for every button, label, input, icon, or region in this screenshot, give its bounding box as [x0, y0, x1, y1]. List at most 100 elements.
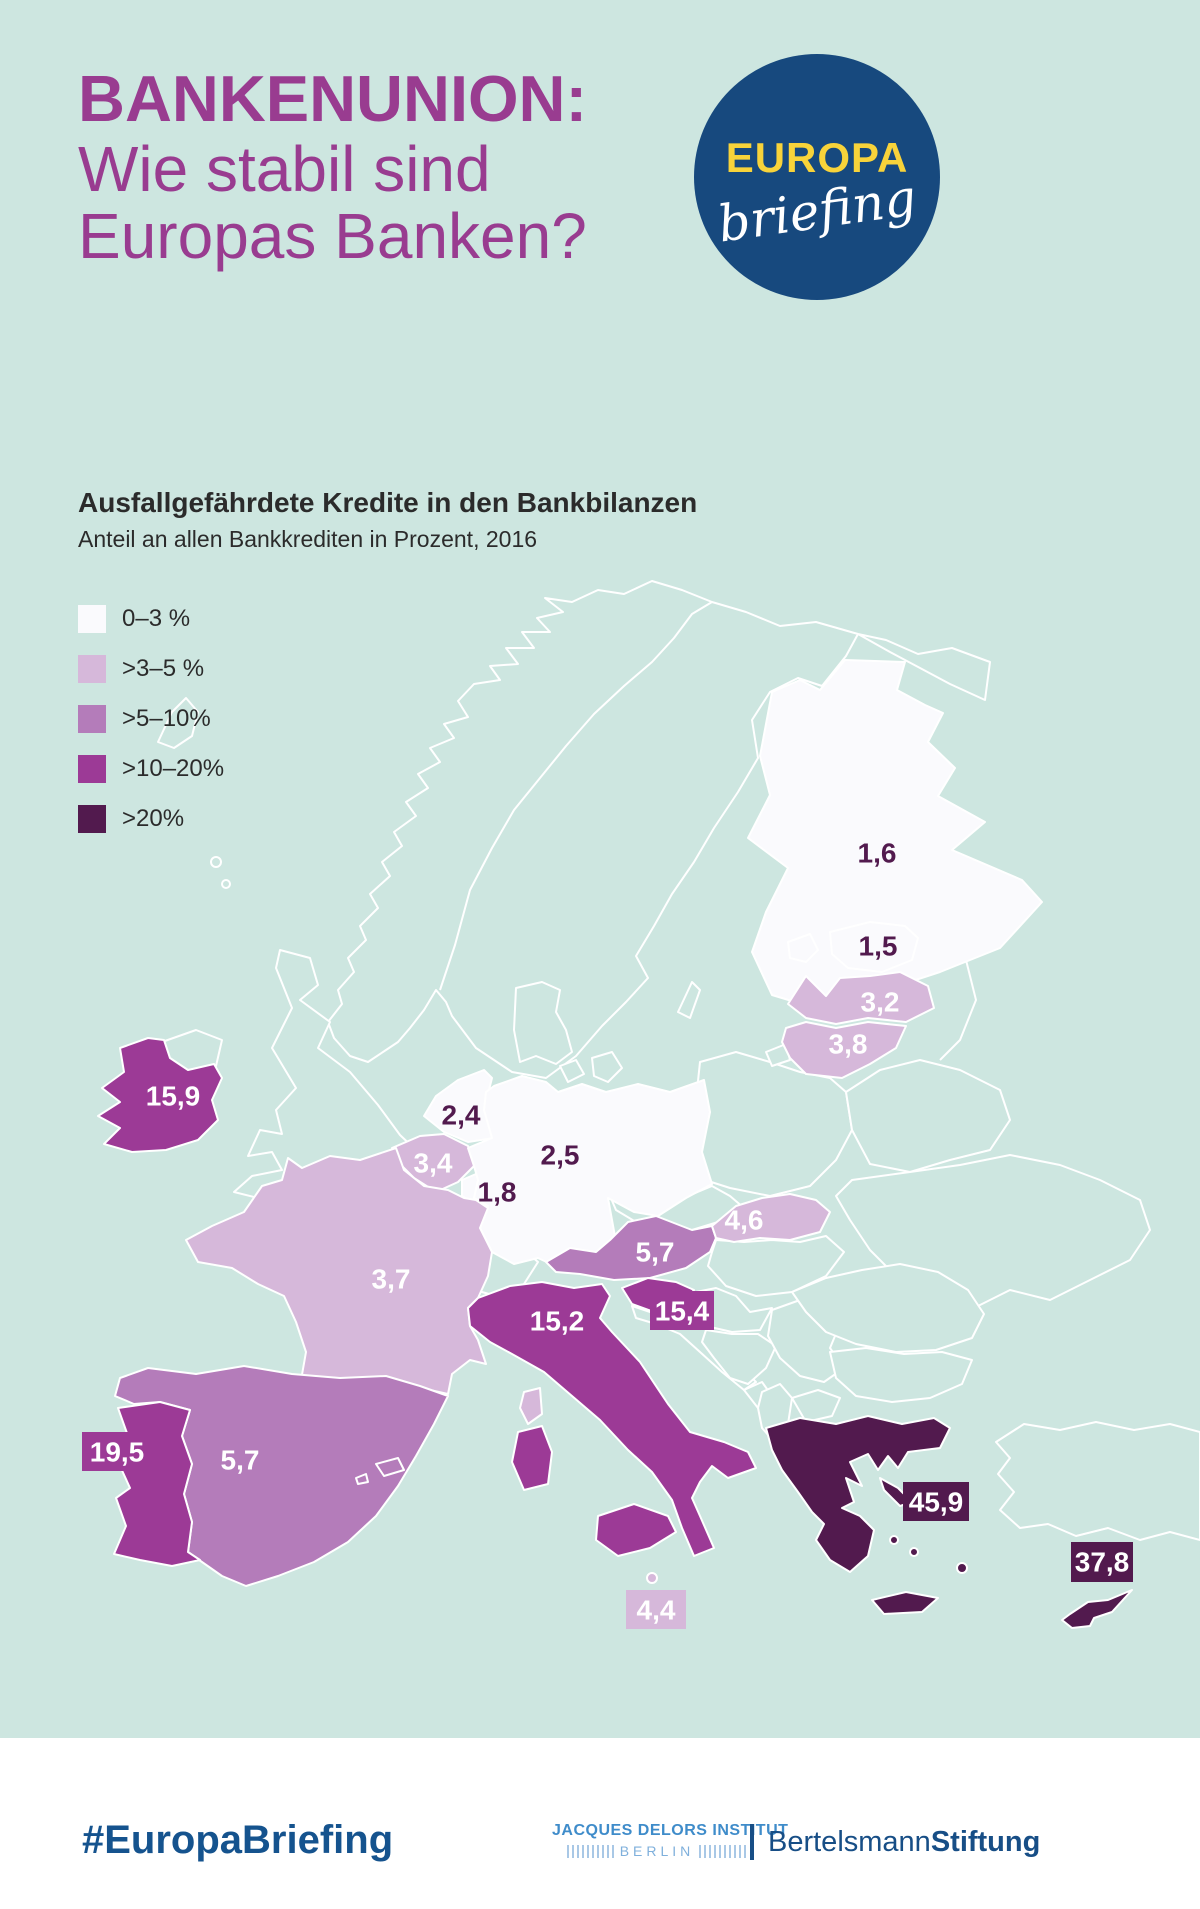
country-ireland — [97, 1037, 223, 1153]
country-greece — [765, 1415, 951, 1573]
country-denmark-zealand — [591, 1051, 623, 1083]
logo-europa-text: EUROPA — [725, 134, 909, 181]
label-france-value: 3,7 — [372, 1264, 411, 1295]
label-malta-value: 4,4 — [637, 1595, 676, 1626]
country-latvia — [787, 971, 935, 1025]
country-bulgaria — [829, 1347, 973, 1403]
label-slovenia-value: 15,4 — [655, 1296, 710, 1327]
country-cyprus — [1061, 1589, 1133, 1629]
legend-item: >10–20% — [78, 755, 224, 783]
map-legend: 0–3 % >3–5 % >5–10% >10–20% >20% — [78, 605, 224, 855]
island-ibiza — [355, 1473, 369, 1485]
island-aegean — [889, 1535, 899, 1545]
country-italy — [467, 1281, 757, 1557]
label-portugal-value: 19,5 — [90, 1437, 145, 1468]
chart-subtitle: Anteil an allen Bankkrediten in Prozent,… — [78, 526, 538, 552]
label-netherlands-value: 2,4 — [442, 1100, 481, 1131]
chart-title: Ausfallgefährdete Kredite in den Bankbil… — [78, 487, 698, 518]
island-aegean — [909, 1547, 919, 1557]
label-luxembourg-value: 1,8 — [478, 1177, 517, 1208]
country-belgium — [391, 1133, 477, 1193]
europa-briefing-logo: EUROPA briefing — [694, 54, 940, 300]
legend-item: >20% — [78, 805, 224, 833]
island-saaremaa — [787, 933, 819, 963]
europe-map: 1,6 1,5 3,2 3,8 15,9 2,4 3,4 1,8 2,5 3,7… — [82, 580, 1200, 1629]
greece-value-box — [903, 1482, 969, 1521]
label-belgium-value: 3,4 — [414, 1148, 453, 1179]
jdi-berlin: BERLIN — [619, 1843, 695, 1859]
border-norway-sweden — [439, 601, 713, 991]
bertelsmann-stiftung-logo: BertelsmannStiftung — [750, 1824, 1040, 1860]
island-sardinia — [511, 1425, 553, 1491]
island-gotland — [677, 981, 701, 1019]
label-spain-value: 5,7 — [221, 1445, 260, 1476]
jacques-delors-institut-logo: JACQUES DELORS INSTITUT BERLIN — [552, 1822, 789, 1859]
island-faroe — [210, 856, 222, 868]
country-iceland-fragment — [157, 697, 199, 749]
label-slovenia-box: 15,4 — [650, 1291, 714, 1330]
legend-label: >3–5 % — [122, 655, 205, 682]
country-turkey — [995, 1421, 1200, 1541]
legend-label: >20% — [122, 805, 185, 832]
legend-swatch-20plus — [78, 805, 106, 833]
title-line-2: Wie stabil sind — [78, 133, 491, 205]
country-slovakia — [711, 1193, 831, 1243]
slovenia-value-box — [650, 1291, 714, 1330]
hashtag-europabriefing: #EuropaBriefing — [82, 1818, 394, 1862]
divider-bar-icon — [750, 1824, 754, 1860]
footer: #EuropaBriefing JACQUES DELORS INSTITUT … — [0, 1738, 1200, 1909]
bertelsmann-text: Bertelsmann — [768, 1825, 931, 1858]
barcode-stripes-right-icon — [699, 1844, 748, 1858]
label-slovakia-value: 4,6 — [725, 1205, 764, 1236]
title-line-3: Europas Banken? — [78, 200, 587, 272]
country-hungary — [707, 1235, 845, 1297]
title-line-1: BANKENUNION: — [78, 62, 588, 135]
country-belarus — [845, 1059, 1011, 1173]
legend-swatch-3-5 — [78, 655, 106, 683]
country-denmark — [513, 981, 573, 1065]
legend-swatch-0-3 — [78, 605, 106, 633]
legend-label: >10–20% — [122, 755, 225, 782]
legend-swatch-5-10 — [78, 705, 106, 733]
chart-heading-block: Ausfallgefährdete Kredite in den Bankbil… — [78, 486, 697, 554]
legend-label: 0–3 % — [122, 605, 191, 632]
label-lithuania-value: 3,8 — [829, 1029, 868, 1060]
portugal-value-box — [82, 1432, 152, 1471]
country-romania — [791, 1263, 985, 1353]
stiftung-text: Stiftung — [930, 1825, 1041, 1858]
legend-item: >5–10% — [78, 705, 224, 733]
jdi-name: JACQUES DELORS INSTITUT — [552, 1822, 789, 1839]
country-bosnia — [701, 1329, 777, 1385]
label-greece-value: 45,9 — [909, 1487, 964, 1518]
label-estonia-value: 1,5 — [859, 931, 898, 962]
label-latvia-value: 3,2 — [861, 987, 900, 1018]
country-germany — [467, 1075, 713, 1271]
label-malta-box: 4,4 — [626, 1590, 686, 1629]
label-finland-value: 1,6 — [858, 838, 897, 869]
region-kaliningrad — [765, 1043, 791, 1067]
island-rhodes — [956, 1562, 968, 1574]
jdi-berlin-row: BERLIN — [552, 1843, 762, 1859]
island-faroe — [221, 879, 231, 889]
label-austria-value: 5,7 — [636, 1237, 675, 1268]
label-greece-box: 45,9 — [903, 1482, 969, 1521]
label-germany-value: 2,5 — [541, 1140, 580, 1171]
country-denmark-funen — [559, 1059, 585, 1083]
legend-item: >3–5 % — [78, 655, 224, 683]
legend-label: >5–10% — [122, 705, 211, 732]
country-malta — [646, 1572, 658, 1584]
island-crete — [871, 1591, 939, 1615]
cyprus-value-box — [1071, 1542, 1133, 1582]
country-estonia — [829, 921, 919, 973]
barcode-stripes-left-icon — [566, 1844, 615, 1858]
island-sicily — [595, 1503, 677, 1557]
label-ireland-value: 15,9 — [146, 1081, 201, 1112]
legend-swatch-10-20 — [78, 755, 106, 783]
label-italy-value: 15,2 — [530, 1306, 585, 1337]
country-scandinavia-outline — [327, 580, 991, 1079]
label-cyprus-box: 37,8 — [1071, 1542, 1133, 1582]
page-title: BANKENUNION: Wie stabil sind Europas Ban… — [78, 62, 587, 270]
country-lithuania — [781, 1021, 907, 1079]
island-mallorca — [375, 1457, 405, 1477]
